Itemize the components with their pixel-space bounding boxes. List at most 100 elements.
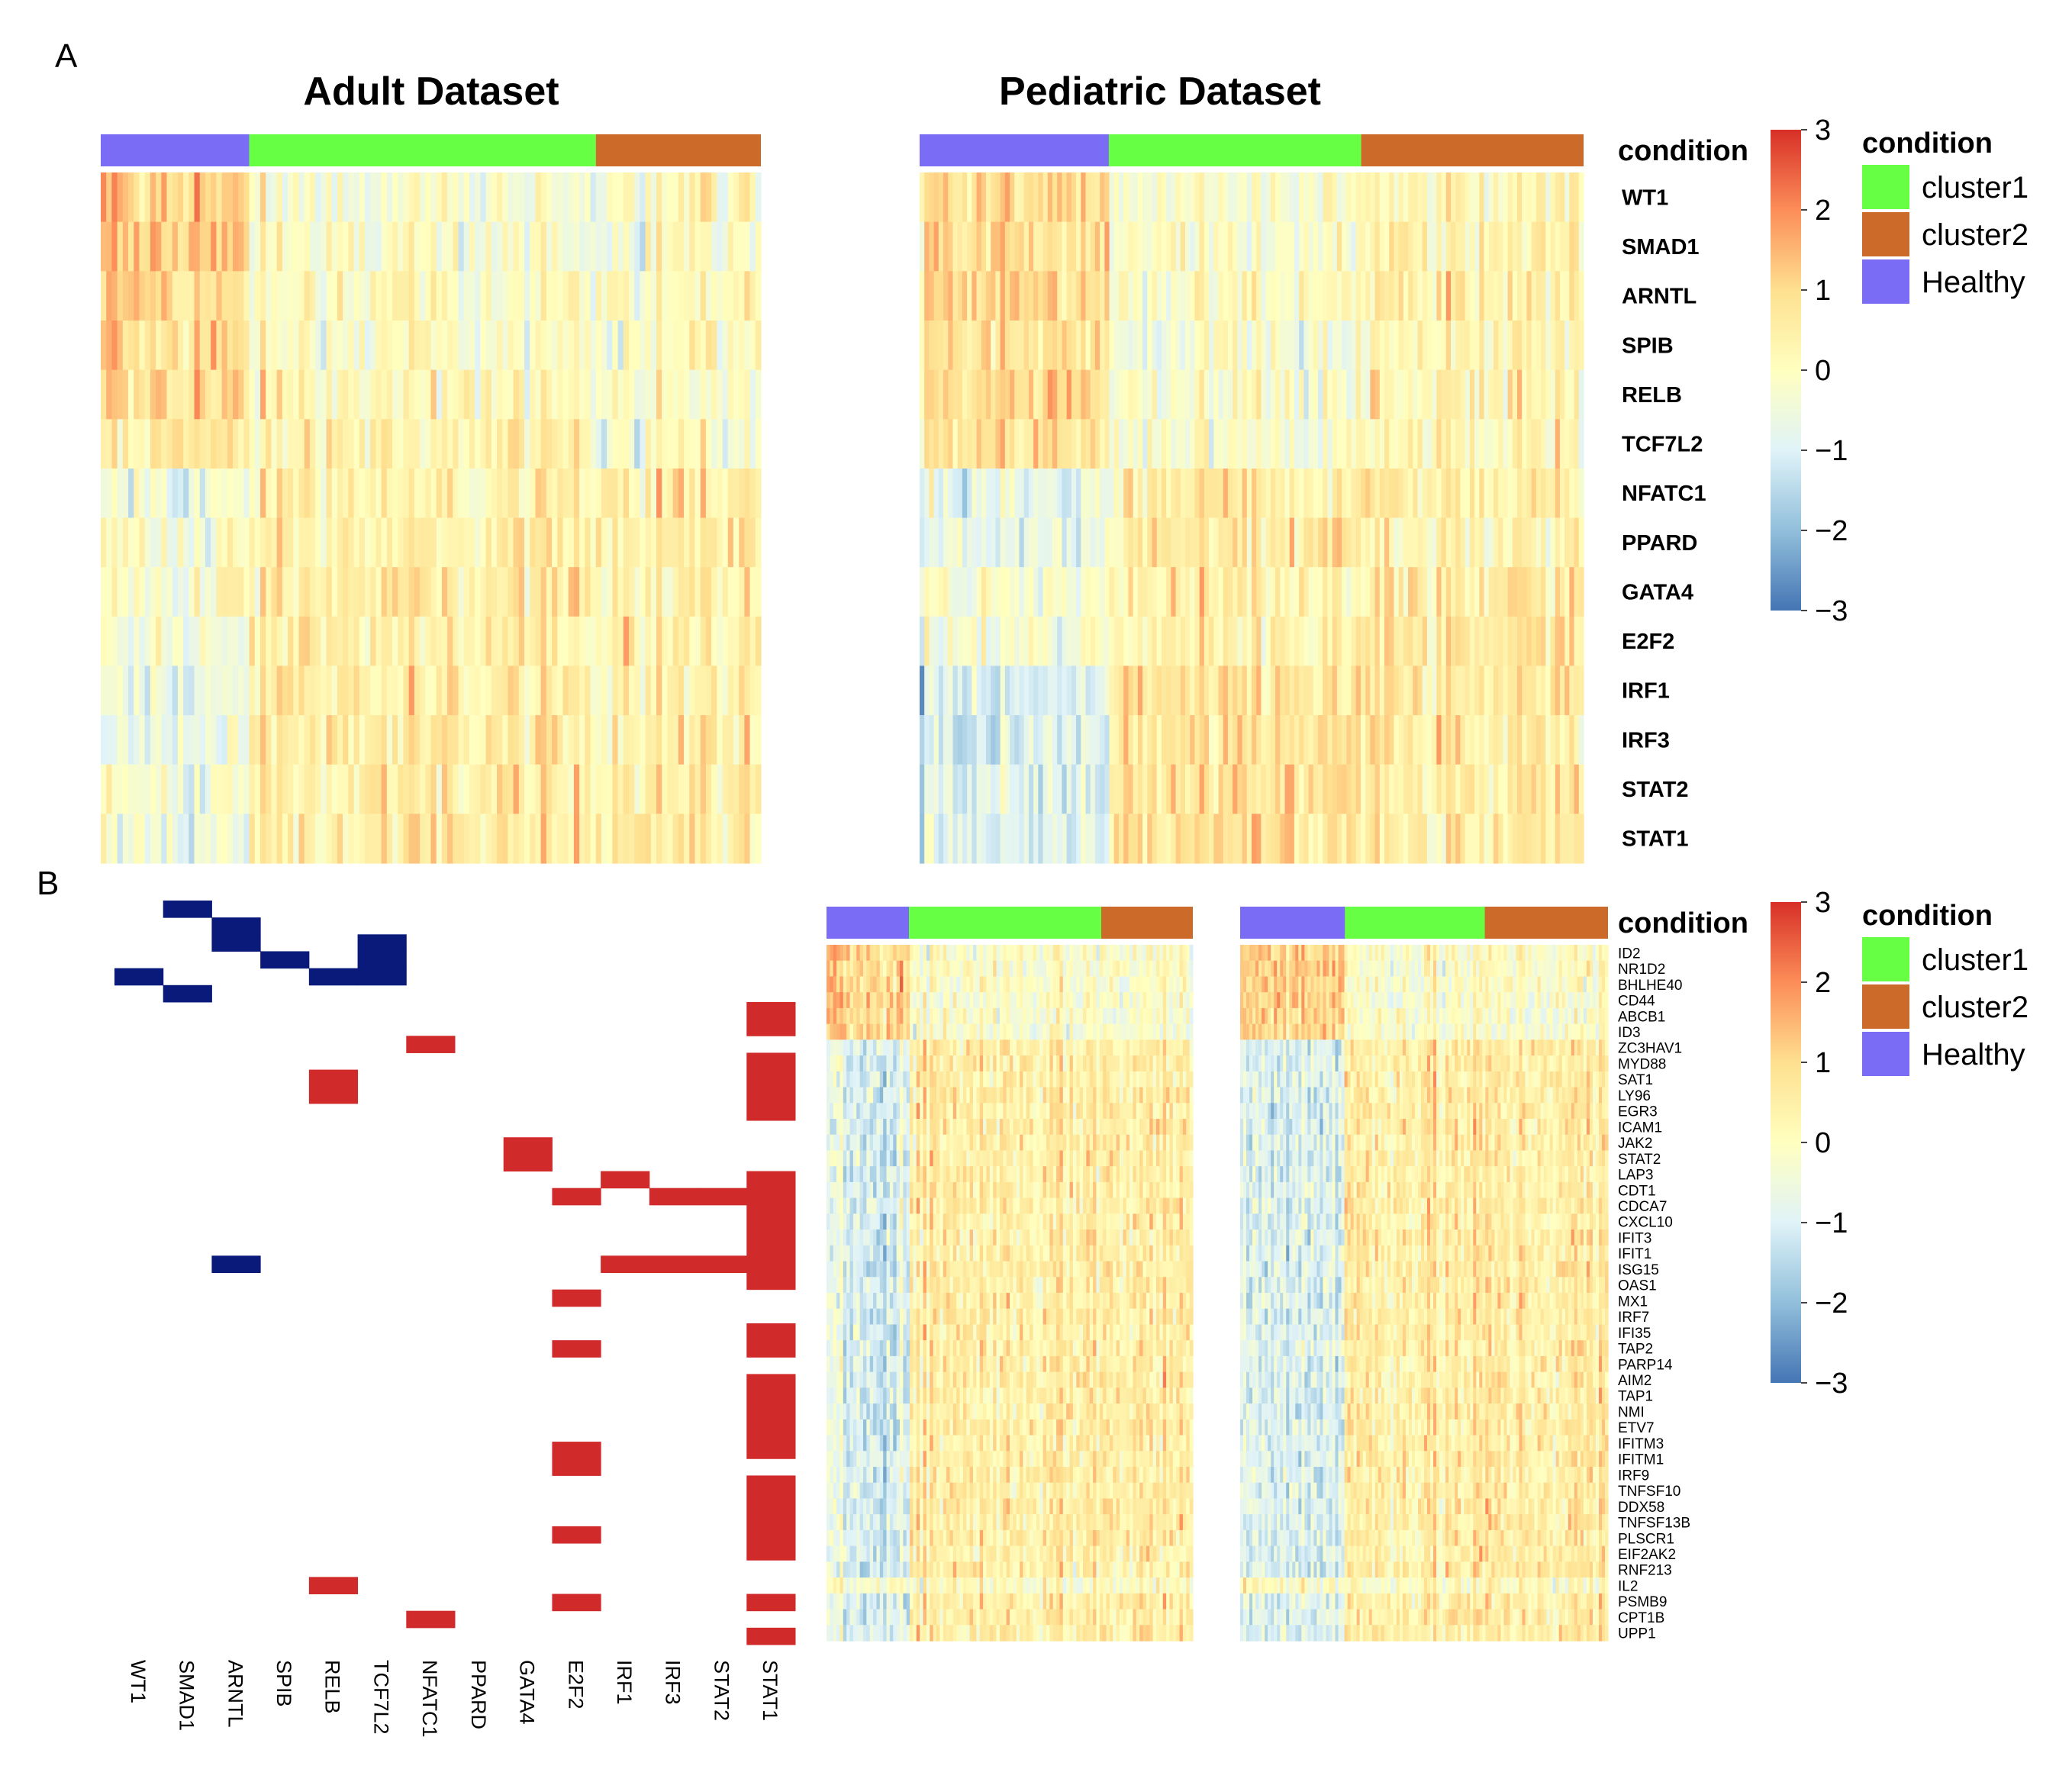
heatmap-cell (1441, 715, 1447, 765)
heatmap-cell (1004, 172, 1010, 223)
heatmap-cell (906, 1340, 910, 1357)
heatmap-cell (1445, 814, 1452, 864)
heatmap-cell (889, 1545, 894, 1562)
heatmap-cell (879, 1166, 884, 1183)
heatmap-cell (717, 567, 723, 617)
heatmap-cell (900, 1071, 904, 1088)
heatmap-cell (1417, 369, 1423, 420)
heatmap-cell (1071, 616, 1077, 667)
heatmap-cell (645, 172, 652, 223)
heatmap-cell (166, 369, 173, 420)
heatmap-cell (852, 1134, 857, 1152)
heatmap-cell (1000, 320, 1006, 371)
heatmap-cell (836, 1561, 841, 1578)
heatmap-cell (866, 1007, 871, 1025)
heatmap-cell (876, 1419, 881, 1436)
heatmap-cell (557, 271, 564, 321)
heatmap-cell (843, 1103, 847, 1120)
heatmap-cell (1479, 271, 1485, 321)
heatmap-cell (1422, 616, 1428, 667)
heatmap-cell (645, 616, 652, 667)
heatmap-cell (271, 567, 278, 617)
heatmap-cell (233, 517, 239, 568)
heatmap-cell (441, 221, 448, 272)
heatmap-cell (1522, 665, 1528, 716)
heatmap-cell (546, 369, 553, 420)
heatmap-cell (920, 172, 925, 223)
heatmap-cell (1365, 172, 1371, 223)
heatmap-cell (1047, 419, 1053, 469)
heatmap-cell (749, 665, 756, 716)
heatmap-cell (1351, 221, 1357, 272)
heatmap-cell (1275, 172, 1281, 223)
heatmap-cell (1119, 616, 1124, 667)
heatmap-cell (348, 764, 355, 814)
heatmap-cell (849, 1371, 854, 1388)
heatmap-cell (370, 764, 377, 814)
heatmap-cell (656, 517, 662, 568)
heatmap-cell (1000, 517, 1006, 568)
heatmap-cell (916, 1166, 920, 1183)
heatmap-cell (359, 517, 366, 568)
heatmap-cell (991, 419, 997, 469)
heatmap-cell (1090, 320, 1096, 371)
heatmap-cell (836, 1039, 841, 1056)
heatmap-cell (913, 1039, 917, 1056)
heatmap-cell (1531, 665, 1537, 716)
heatmap-cell (353, 517, 360, 568)
heatmap-cell (1265, 715, 1271, 765)
heatmap-cell (227, 517, 234, 568)
heatmap-cell (727, 221, 734, 272)
heatmap-cell (733, 419, 740, 469)
heatmap-cell (1313, 764, 1319, 814)
heatmap-cell (1270, 369, 1276, 420)
heatmap-cell (1451, 764, 1456, 814)
heatmap-cell (370, 715, 377, 765)
heatmap-cell (684, 665, 690, 716)
heatmap-cell (337, 271, 343, 321)
heatmap-cell (1545, 764, 1552, 814)
heatmap-cell (1465, 814, 1471, 864)
heatmap-cell (1104, 419, 1110, 469)
heatmap-cell (161, 271, 168, 321)
heatmap-cell (678, 715, 685, 765)
heatmap-cell (739, 814, 745, 864)
heatmap-cell (1137, 715, 1143, 765)
heatmap-cell (849, 1134, 854, 1152)
heatmap-cell (833, 1119, 837, 1136)
heatmap-cell (1137, 271, 1143, 321)
heatmap-cell (425, 665, 432, 716)
heatmap-cell (199, 419, 206, 469)
heatmap-cell (398, 665, 404, 716)
heatmap-cell (1104, 468, 1110, 519)
heatmap-cell (469, 517, 475, 568)
heatmap-cell (1408, 172, 1413, 223)
heatmap-cell (900, 1340, 904, 1357)
heatmap-cell (365, 764, 371, 814)
heatmap-cell (836, 1435, 841, 1452)
heatmap-cell (833, 1213, 837, 1230)
heatmap-cell (876, 1181, 881, 1199)
heatmap-cell (876, 1245, 881, 1262)
heatmap-cell (650, 517, 657, 568)
heatmap-cell (986, 764, 991, 814)
heatmap-cell (744, 764, 751, 814)
heatmap-cell (1019, 369, 1025, 420)
heatmap-cell (1360, 221, 1366, 272)
heatmap-cell (879, 1577, 884, 1594)
heatmap-cell (1384, 764, 1390, 814)
heatmap-cell (866, 1514, 871, 1531)
heatmap-cell (348, 419, 355, 469)
heatmap-cell (1237, 567, 1243, 617)
heatmap-cell (830, 1498, 834, 1515)
heatmap-cell (106, 419, 113, 469)
heatmap-cell (694, 665, 701, 716)
heatmap-cell (967, 419, 972, 469)
heatmap-cell (859, 1071, 864, 1088)
heatmap-cell (883, 992, 888, 1009)
heatmap-cell (1413, 419, 1419, 469)
heatmap-cell (375, 715, 382, 765)
heatmap-cell (304, 468, 311, 519)
heatmap-cell (694, 221, 701, 272)
heatmap-cell (886, 1103, 891, 1120)
